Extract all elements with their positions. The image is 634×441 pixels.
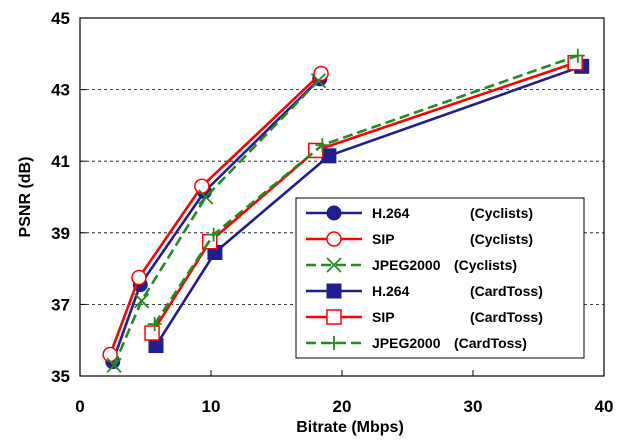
data-point <box>206 227 221 242</box>
series-2 <box>106 73 327 373</box>
series-line <box>154 65 583 347</box>
y-tick-label: 35 <box>51 367 70 386</box>
series-5 <box>147 48 585 332</box>
data-point <box>147 317 162 332</box>
x-tick-label: 20 <box>333 397 352 416</box>
series-line <box>108 72 322 355</box>
series-line <box>112 79 320 366</box>
data-point <box>310 73 327 89</box>
legend-marker <box>326 231 342 247</box>
x-tick-label: 40 <box>595 397 614 416</box>
x-tick-labels: 0 10 20 30 40 <box>75 397 613 416</box>
data-point <box>106 357 122 373</box>
legend-label: JPEG2000 <box>372 335 441 351</box>
legend-tag: (CardToss) <box>454 335 527 351</box>
legend-label: SIP <box>372 231 395 247</box>
series-line <box>111 77 321 363</box>
y-tick-labels: 35 37 39 41 43 45 <box>51 9 70 386</box>
legend-label: SIP <box>372 309 395 325</box>
plot-frame <box>79 17 605 377</box>
data-point <box>131 269 147 286</box>
legend-label: JPEG2000 <box>372 257 441 273</box>
x-tick-label: 0 <box>75 397 84 416</box>
legend-tag: (CardToss) <box>470 283 543 299</box>
series-line <box>150 61 576 334</box>
data-point <box>198 189 214 205</box>
data-point <box>313 65 329 82</box>
legend-marker <box>326 309 342 325</box>
data-point <box>194 178 210 195</box>
x-axis-label: Bitrate (Mbps) <box>296 419 404 436</box>
y-tick-label: 45 <box>51 9 70 28</box>
legend-marker <box>326 283 342 299</box>
y-tick-label: 39 <box>51 224 70 243</box>
data-point <box>315 138 330 153</box>
data-point <box>321 148 337 164</box>
legend-marker <box>326 205 342 221</box>
series-1 <box>102 65 329 363</box>
y-tick-label: 43 <box>51 81 70 100</box>
data-point <box>133 293 150 309</box>
legend-tag: (Cyclists) <box>454 257 517 273</box>
y-tick-label: 41 <box>51 152 70 171</box>
data-point <box>144 325 160 341</box>
legend-tag: (CardToss) <box>470 309 543 325</box>
x-tick-label: 30 <box>464 397 483 416</box>
legend-marker <box>327 336 341 350</box>
legend-label: H.264 <box>372 283 410 299</box>
series-layer <box>102 48 590 373</box>
legend: H.264 (Cyclists) SIP (Cyclists) JPEG2000 (Cyc… <box>295 197 585 359</box>
legend-label: H.264 <box>372 205 410 221</box>
data-point <box>102 346 118 363</box>
legend-tag: (Cyclists) <box>470 231 533 247</box>
legend-marker <box>326 257 342 273</box>
legend-box <box>295 197 585 359</box>
y-tick-label: 37 <box>51 295 70 314</box>
data-point <box>570 48 585 63</box>
legend-tag: (Cyclists) <box>470 205 533 221</box>
y-axis-label: PSNR (dB) <box>17 157 34 238</box>
series-line <box>153 54 579 325</box>
x-tick-label: 10 <box>202 397 221 416</box>
